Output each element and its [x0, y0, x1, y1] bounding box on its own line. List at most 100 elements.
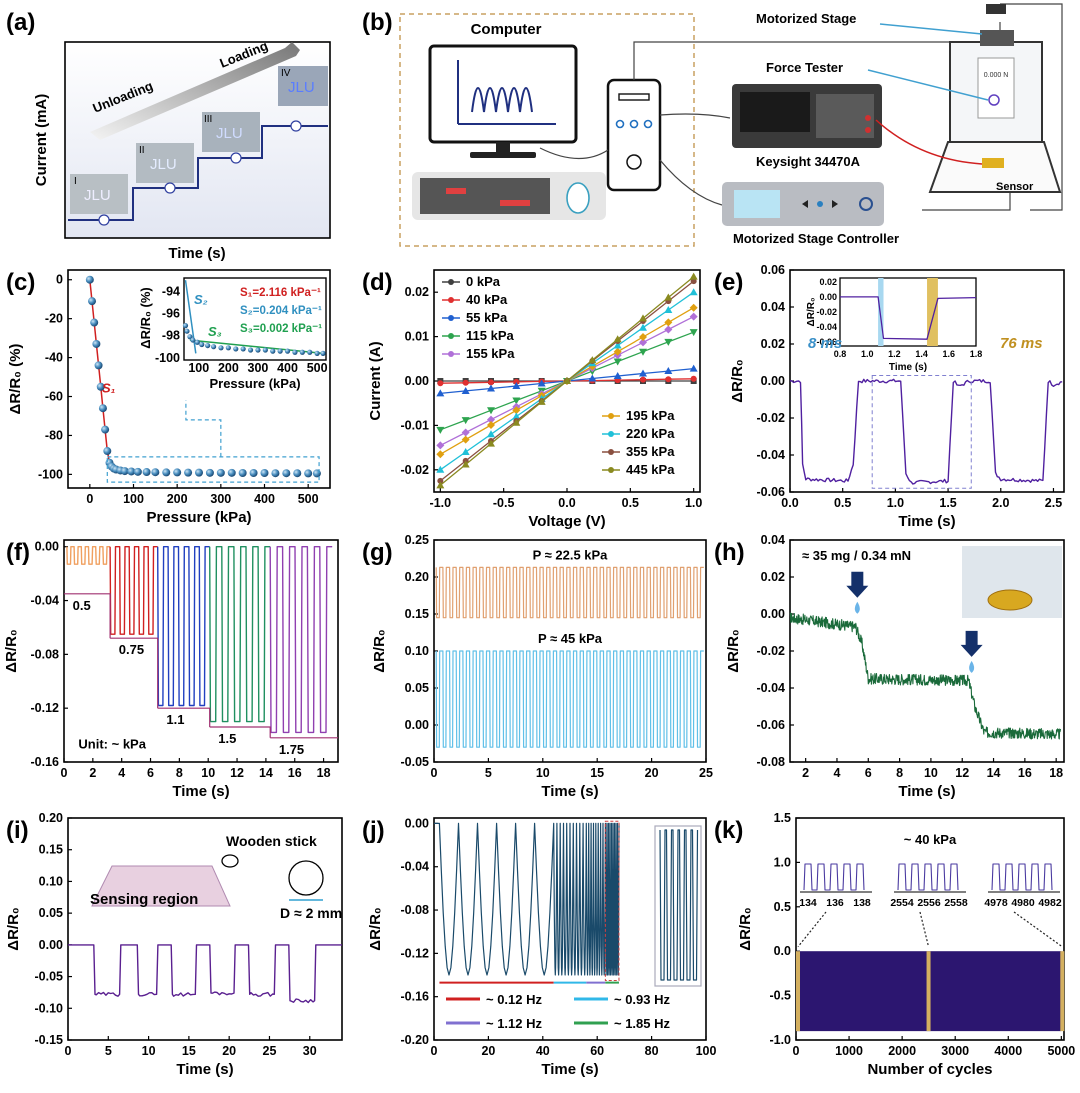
inset-legend-entry: S₁=2.116 kPa⁻¹ — [240, 287, 321, 299]
data-point — [249, 469, 258, 478]
inset-x-tick: 1.0 — [861, 349, 874, 359]
y-tick-label: 0.20 — [405, 570, 429, 584]
marker — [462, 379, 469, 386]
data-point — [282, 469, 291, 478]
sample-inset-line — [803, 863, 865, 891]
x-axis-label: Time (s) — [172, 783, 229, 800]
marker — [689, 329, 698, 337]
x-tick-label: 5000 — [1047, 1044, 1075, 1058]
y-tick-label: -0.05 — [401, 755, 430, 769]
controller-label: Motorized Stage Controller — [733, 231, 899, 246]
inset-point — [247, 347, 254, 353]
panel-label-f: (f) — [6, 539, 30, 566]
loading-arrow — [90, 42, 300, 140]
panel-b: Computer — [399, 3, 1063, 247]
zoom-box — [106, 456, 320, 483]
axis-a-ylabel: Current (mA) — [33, 94, 50, 187]
marker — [537, 379, 546, 387]
pressure-step — [64, 593, 111, 639]
data-point — [195, 468, 203, 477]
y-tick-label: -0.02 — [757, 411, 786, 425]
data-point — [94, 361, 103, 370]
marker — [613, 358, 622, 366]
y-tick-label: 0.15 — [39, 843, 63, 857]
x-tick-label: 0 — [65, 1044, 72, 1058]
x-axis-label: Voltage (V) — [528, 513, 605, 530]
x-tick-label: -1.0 — [430, 496, 452, 510]
y-tick-label: -0.08 — [401, 903, 430, 917]
x-tick-label: 0 — [793, 1044, 800, 1058]
data-point — [173, 468, 182, 477]
panel-label-a: (a) — [6, 9, 35, 36]
marker — [461, 428, 470, 437]
axes-frame — [67, 269, 331, 489]
marker — [639, 333, 647, 342]
cycle-series-0 — [435, 566, 704, 619]
panel-d: -1.0 -0.5 0.0 0.5 1.0 0.02 0.01 0.00 -0.01 -0.02 V… — [367, 269, 702, 530]
panel-label-b: (b) — [362, 9, 393, 36]
cycle-series-1 — [435, 650, 704, 748]
data-point — [127, 467, 136, 476]
y-tick-label: -0.01 — [401, 418, 430, 432]
zoom-box — [871, 374, 972, 489]
legend-entry: ~ 0.12 Hz — [486, 992, 543, 1007]
y-tick-label: -0.16 — [31, 755, 60, 769]
x-axis-label: Pressure (kPa) — [146, 509, 251, 526]
x-tick-label: 12 — [230, 766, 244, 780]
x-tick-label: 0.0 — [558, 496, 575, 510]
x-tick-label: 80 — [645, 1044, 659, 1058]
pressure-series-4 — [269, 546, 333, 734]
panel-i: 0 5 10 15 20 25 30 0.20 0.15 0.10 0.05 0.00 -0.05 -0.… — [5, 811, 343, 1078]
y-tick-label: 1.5 — [774, 811, 791, 825]
legend-marker — [448, 351, 454, 357]
y-tick-label: 1.0 — [774, 855, 791, 869]
x-tick-label: 6 — [147, 766, 154, 780]
logo-II: JLU — [150, 156, 177, 173]
marker — [664, 305, 673, 313]
marker — [487, 407, 495, 415]
sample-inset-line — [991, 863, 1053, 891]
inset-point — [225, 345, 231, 351]
inset-point — [299, 349, 305, 355]
marker — [461, 460, 470, 468]
marker — [588, 356, 597, 364]
legend-marker — [448, 333, 454, 339]
y-tick-label: 0.00 — [39, 938, 63, 952]
y-tick-label: 0.04 — [761, 300, 785, 314]
drop-arrow-icon — [960, 630, 983, 657]
zoom-box — [604, 820, 620, 981]
x-tick-label: 1000 — [835, 1044, 863, 1058]
y-tick-label: 0.00 — [405, 816, 429, 830]
x-tick-label: 2000 — [888, 1044, 916, 1058]
inset-point — [190, 337, 196, 343]
data-point — [271, 469, 280, 478]
data-point — [96, 382, 105, 391]
x-tick-label: 18 — [1049, 766, 1063, 780]
inset-point — [187, 334, 193, 340]
marker — [436, 465, 445, 473]
inset-point — [277, 348, 283, 354]
data-point — [101, 425, 110, 434]
sample-inset-tick: 4978 — [984, 897, 1008, 909]
ohm-markers — [98, 120, 302, 226]
y-tick-label: 0.01 — [405, 330, 429, 344]
x-tick-label: 10 — [536, 766, 550, 780]
marker — [689, 288, 698, 296]
y-tick-label: -0.04 — [757, 681, 786, 695]
x-tick-label: 4 — [833, 766, 840, 780]
panel-label-c: (c) — [6, 269, 35, 296]
water-drop-icon — [854, 601, 860, 614]
y-tick-label: -0.04 — [31, 594, 60, 608]
marker — [512, 397, 521, 405]
panel-label-k: (k) — [714, 817, 743, 844]
x-tick-label: 0.5 — [622, 496, 639, 510]
inset-point — [199, 341, 205, 348]
marker — [461, 435, 470, 444]
legend-marker — [448, 297, 454, 303]
sensing-region-shape — [91, 865, 231, 907]
motorized-stage-label: Motorized Stage — [756, 11, 856, 26]
x-tick-label: 2 — [89, 766, 96, 780]
x-tick-label: 14 — [987, 766, 1001, 780]
inset-y-tick: -0.06 — [816, 337, 837, 347]
sample-pointer — [1013, 911, 1063, 948]
